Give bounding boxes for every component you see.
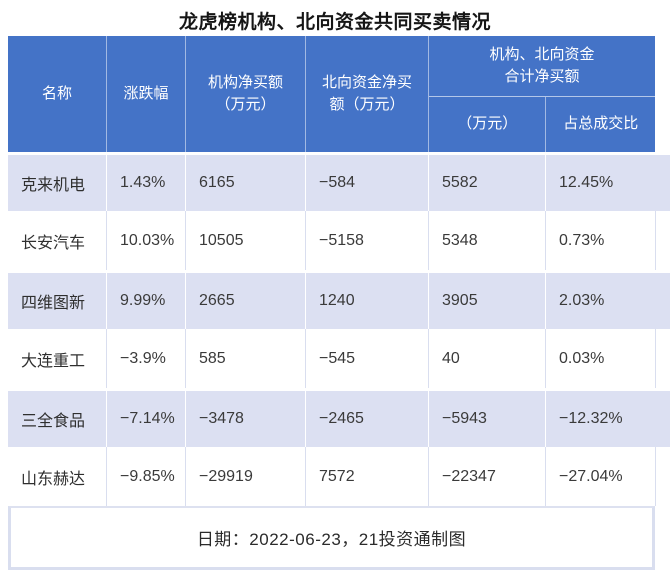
turnover-ratio-cell: −27.04% [545, 447, 655, 506]
table-row: 四维图新 9.99% 2665 1240 3905 2.03% [8, 270, 670, 329]
combined-net-cell: 5582 [428, 155, 545, 211]
stock-name-cell: 四维图新 [21, 295, 86, 312]
table-body: 克来机电 1.43% 6165 −584 5582 12.45% 长安汽车 10… [8, 152, 670, 506]
combined-subheaders: （万元） 占总成交比 [429, 97, 655, 152]
row-spacer [655, 329, 670, 388]
turnover-ratio-cell: 0.03% [545, 329, 655, 388]
page-title: 龙虎榜机构、北向资金共同买卖情况 [178, 12, 491, 33]
row-spacer [655, 211, 670, 270]
change-pct-cell: −7.14% [106, 391, 185, 447]
col-header-north-net: 北向资金净买 额（万元） [305, 36, 428, 152]
col-header-turnover-ratio: 占总成交比 [545, 97, 655, 152]
north-net-cell: −584 [305, 155, 428, 211]
change-pct-cell: 9.99% [106, 273, 185, 329]
row-spacer [655, 155, 670, 211]
combined-net-cell: −5943 [428, 391, 545, 447]
col-header-name: 名称 [8, 36, 106, 152]
change-pct-cell: −3.9% [106, 329, 185, 388]
inst-net-cell: 10505 [185, 211, 305, 270]
combined-net-cell: 5348 [428, 211, 545, 270]
row-spacer [655, 273, 670, 329]
table-row: 三全食品 −7.14% −3478 −2465 −5943 −12.32% [8, 388, 670, 447]
col-header-combined-amount: （万元） [429, 97, 546, 152]
turnover-ratio-cell: −12.32% [545, 391, 655, 447]
change-pct-cell: 10.03% [106, 211, 185, 270]
north-net-cell: −545 [305, 329, 428, 388]
inst-net-cell: 585 [185, 329, 305, 388]
table-row: 克来机电 1.43% 6165 −584 5582 12.45% [8, 152, 670, 211]
inst-net-cell: −3478 [185, 391, 305, 447]
stock-name-cell: 克来机电 [21, 177, 86, 194]
inst-net-cell: 2665 [185, 273, 305, 329]
change-pct-cell: 1.43% [106, 155, 185, 211]
inst-net-cell: −29919 [185, 447, 305, 506]
combined-net-cell: −22347 [428, 447, 545, 506]
north-net-cell: −2465 [305, 391, 428, 447]
stock-name-cell: 山东赫达 [21, 470, 86, 488]
inst-net-cell: 6165 [185, 155, 305, 211]
turnover-ratio-cell: 0.73% [545, 211, 655, 270]
turnover-ratio-cell: 2.03% [545, 273, 655, 329]
table-row: 长安汽车 10.03% 10505 −5158 5348 0.73% [8, 211, 670, 270]
stock-name-cell: 大连重工 [21, 352, 86, 370]
header-spacer [655, 36, 670, 152]
footer-note: 日期：2022-06-23，21投资通制图 [196, 530, 467, 549]
table-row: 山东赫达 −9.85% −29919 7572 −22347 −27.04% [8, 447, 670, 506]
data-table: 名称 涨跌幅 机构净买额 （万元） 北向资金净买 额（万元） 机构、北向资金 合… [8, 36, 670, 570]
table-header: 名称 涨跌幅 机构净买额 （万元） 北向资金净买 额（万元） 机构、北向资金 合… [8, 36, 670, 152]
stock-name-cell: 三全食品 [21, 413, 86, 430]
turnover-ratio-cell: 12.45% [545, 155, 655, 211]
north-net-cell: −5158 [305, 211, 428, 270]
combined-net-cell: 3905 [428, 273, 545, 329]
col-header-combined-label: 机构、北向资金 合计净买额 [429, 36, 655, 97]
row-spacer [655, 447, 670, 506]
col-header-change-pct: 涨跌幅 [106, 36, 185, 152]
row-spacer [655, 391, 670, 447]
north-net-cell: 1240 [305, 273, 428, 329]
col-header-inst-net: 机构净买额 （万元） [185, 36, 305, 152]
change-pct-cell: −9.85% [106, 447, 185, 506]
combined-net-cell: 40 [428, 329, 545, 388]
stock-name-cell: 长安汽车 [21, 234, 86, 252]
table-footer: 日期：2022-06-23，21投资通制图 [8, 506, 655, 570]
table-row: 大连重工 −3.9% 585 −545 40 0.03% [8, 329, 670, 388]
col-header-combined-group: 机构、北向资金 合计净买额 （万元） 占总成交比 [428, 36, 655, 152]
north-net-cell: 7572 [305, 447, 428, 506]
